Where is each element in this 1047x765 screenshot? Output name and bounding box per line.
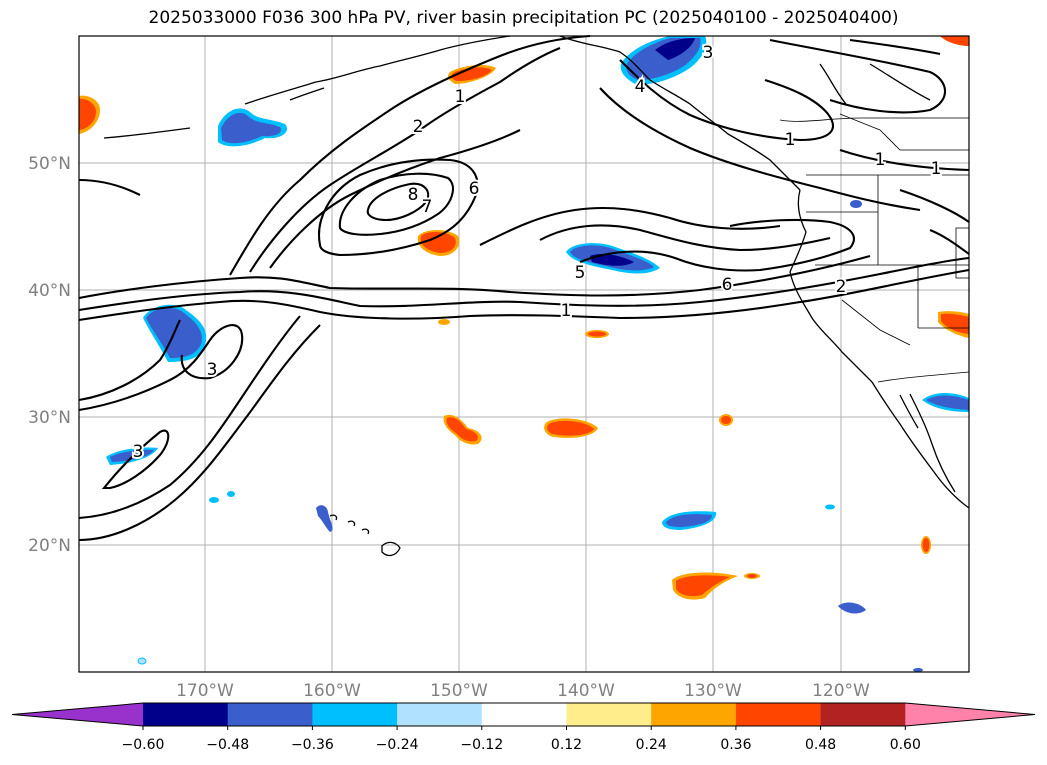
pv-contour-8-loop [338, 172, 454, 236]
coastlines [103, 35, 970, 557]
precip-negative-areas [106, 36, 969, 672]
precip-blob-140W [566, 243, 660, 274]
precip-blob-150W-north [417, 230, 460, 256]
colorbar-swatch [227, 703, 313, 726]
colorbar-swatch [397, 703, 483, 726]
precip-positive-areas [79, 36, 969, 600]
precip-blob-150W-south [443, 414, 482, 445]
colorbar-swatch [481, 703, 567, 726]
contour-label: 1 [455, 87, 466, 107]
contour-label: 2 [836, 277, 847, 297]
colorbar-swatch [651, 703, 737, 726]
pv-contours [78, 34, 970, 542]
contour-label: 7 [422, 197, 433, 217]
plot-area: 1 2 3 3 3 4 5 6 6 7 8 1 1 1 1 2 [78, 34, 970, 673]
colorbar: −0.60 −0.48 −0.36 −0.24 −0.12 0.12 0.24 0.36 0.4… [11, 702, 1036, 753]
contour-label: 3 [133, 442, 144, 462]
pv-contour-labels: 1 2 3 3 3 4 5 6 6 7 8 1 1 1 1 2 [131, 41, 944, 464]
precip-blob-aleutian [218, 108, 288, 147]
lon-label: 140°W [557, 681, 615, 701]
colorbar-tick-label: −0.12 [460, 737, 503, 753]
contour-label: 6 [722, 275, 733, 295]
colorbar-tick-label: 0.60 [890, 737, 921, 753]
precip-blob-small-negative [137, 200, 923, 672]
precip-blob-east-coast [938, 311, 969, 338]
colorbar-swatch [312, 703, 398, 726]
precip-blob-130W-south [662, 511, 717, 530]
colorbar-swatch [143, 703, 229, 726]
precip-blob-left-edge [79, 95, 100, 134]
colorbar-extend-min [12, 703, 143, 726]
colorbar-tick-label: 0.48 [805, 737, 836, 753]
lat-label: 20°N [28, 536, 71, 556]
contour-label: 3 [207, 360, 218, 380]
longitude-labels: 170°W 160°W 150°W 140°W 130°W 120°W [176, 681, 870, 701]
contour-label: 6 [469, 179, 480, 199]
lat-label: 30°N [28, 408, 71, 428]
lon-label: 120°W [812, 681, 870, 701]
lon-label: 150°W [430, 681, 488, 701]
colorbar-tick-label: 0.12 [551, 737, 582, 753]
contour-label: 1 [785, 130, 796, 150]
contour-label: 1 [931, 159, 942, 179]
contour-label: 2 [413, 117, 424, 137]
contour-label: 4 [635, 77, 646, 97]
lon-label: 170°W [176, 681, 234, 701]
precip-blob-small-positive [438, 36, 969, 554]
colorbar-swatch [820, 703, 906, 726]
colorbar-extend-max [905, 703, 1035, 726]
colorbar-tick-label: −0.36 [291, 737, 334, 753]
colorbar-tick-label: −0.24 [376, 737, 419, 753]
plot-frame [78, 35, 970, 673]
baja-peninsula [909, 393, 956, 493]
latitude-labels: 50°N 40°N 30°N 20°N [28, 154, 71, 556]
map-title: 2025033000 F036 300 hPa PV, river basin … [148, 8, 899, 28]
lat-label: 40°N [28, 281, 71, 301]
colorbar-swatch [566, 703, 652, 726]
colorbar-tick-label: −0.48 [206, 737, 249, 753]
hawaii-big-island [381, 541, 401, 557]
precip-blob-gulf-alaska [447, 65, 496, 84]
colorbar-tick-label: 0.24 [636, 737, 667, 753]
pv-contour-1-main [78, 268, 970, 322]
lat-label: 50°N [28, 154, 71, 174]
colorbar-tick-label: −0.60 [122, 737, 165, 753]
baja-coast [871, 381, 970, 509]
colorbar-tick-label: 0.36 [720, 737, 751, 753]
lon-label: 160°W [303, 681, 361, 701]
pv-contour-7-loop [318, 158, 479, 257]
precip-blob-140W-south [544, 418, 598, 438]
alaska-coast [244, 35, 511, 105]
contour-label: 1 [875, 150, 886, 170]
contour-label: 1 [561, 301, 572, 321]
precip-blob-130W-far-south [672, 572, 760, 600]
contour-label: 5 [575, 263, 586, 283]
contour-label: 8 [408, 185, 419, 205]
precip-blob-baja-coast [922, 393, 969, 412]
colorbar-swatch [735, 703, 822, 726]
lon-label: 130°W [684, 681, 742, 701]
west-coast-us [789, 189, 873, 383]
political-borders [779, 113, 970, 383]
contour-label: 3 [703, 43, 714, 63]
